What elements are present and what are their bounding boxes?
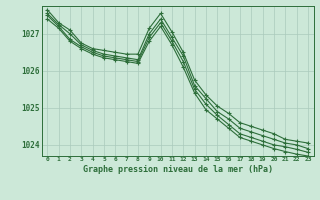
X-axis label: Graphe pression niveau de la mer (hPa): Graphe pression niveau de la mer (hPa) [83, 165, 273, 174]
